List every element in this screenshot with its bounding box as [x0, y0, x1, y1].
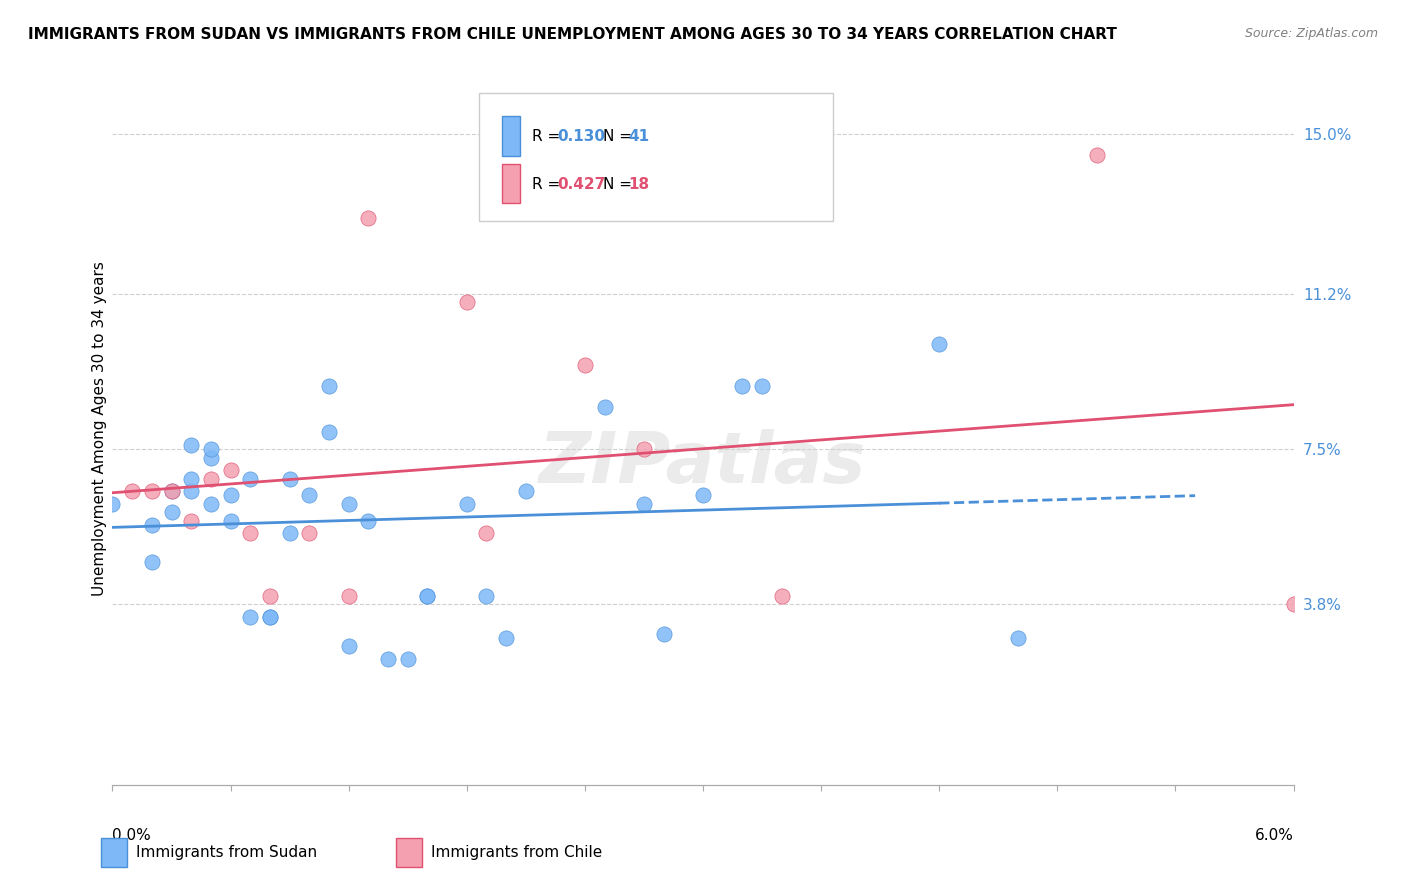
Text: 0.427: 0.427 [558, 177, 606, 192]
Point [515, 484, 537, 499]
Point [141, 556, 163, 570]
Text: Immigrants from Sudan: Immigrants from Sudan [136, 846, 318, 860]
Point [239, 526, 262, 541]
Point [121, 484, 143, 499]
Point [278, 526, 301, 541]
Point [770, 589, 793, 603]
Point [200, 471, 222, 485]
Point [141, 484, 163, 499]
Point [200, 442, 222, 457]
Point [357, 514, 380, 528]
Text: 0.0%: 0.0% [112, 828, 152, 843]
Point [652, 627, 675, 641]
Text: IMMIGRANTS FROM SUDAN VS IMMIGRANTS FROM CHILE UNEMPLOYMENT AMONG AGES 30 TO 34 : IMMIGRANTS FROM SUDAN VS IMMIGRANTS FROM… [28, 27, 1116, 42]
Point [219, 514, 242, 528]
Point [396, 652, 419, 666]
Point [298, 526, 321, 541]
Point [1007, 631, 1029, 645]
Point [574, 358, 596, 372]
Point [1282, 598, 1305, 612]
Point [180, 514, 202, 528]
FancyBboxPatch shape [478, 93, 832, 221]
Point [101, 497, 124, 511]
Point [337, 640, 360, 654]
Point [692, 488, 714, 502]
FancyBboxPatch shape [101, 838, 127, 867]
Text: 0.130: 0.130 [558, 128, 606, 144]
Point [180, 438, 202, 452]
Point [160, 505, 183, 519]
Point [416, 589, 439, 603]
Point [357, 211, 380, 226]
Point [239, 471, 262, 485]
Point [259, 610, 281, 624]
Point [259, 610, 281, 624]
Point [160, 484, 183, 499]
Point [337, 589, 360, 603]
FancyBboxPatch shape [396, 838, 422, 867]
Point [633, 442, 655, 457]
Point [318, 425, 340, 440]
Point [278, 471, 301, 485]
Point [318, 379, 340, 393]
Point [141, 517, 163, 532]
Point [200, 497, 222, 511]
Point [475, 589, 498, 603]
Text: R =: R = [531, 177, 565, 192]
Point [928, 337, 950, 351]
Point [180, 484, 202, 499]
Text: Source: ZipAtlas.com: Source: ZipAtlas.com [1244, 27, 1378, 40]
Point [239, 610, 262, 624]
Point [1085, 148, 1108, 162]
Point [416, 589, 439, 603]
Y-axis label: Unemployment Among Ages 30 to 34 years: Unemployment Among Ages 30 to 34 years [91, 260, 107, 596]
Point [751, 379, 773, 393]
FancyBboxPatch shape [502, 116, 520, 155]
Point [200, 450, 222, 465]
Point [731, 379, 754, 393]
Point [219, 488, 242, 502]
FancyBboxPatch shape [502, 164, 520, 203]
Text: ZIPatlas: ZIPatlas [540, 429, 866, 499]
Point [337, 497, 360, 511]
Point [475, 526, 498, 541]
Text: N =: N = [603, 177, 637, 192]
Point [219, 463, 242, 477]
Text: 6.0%: 6.0% [1254, 828, 1294, 843]
Text: R =: R = [531, 128, 565, 144]
Text: 18: 18 [628, 177, 650, 192]
Point [633, 497, 655, 511]
Point [456, 295, 478, 310]
Point [298, 488, 321, 502]
Point [593, 400, 616, 414]
Point [456, 497, 478, 511]
Text: 41: 41 [628, 128, 650, 144]
Text: N =: N = [603, 128, 637, 144]
Point [495, 631, 517, 645]
Point [259, 589, 281, 603]
Text: Immigrants from Chile: Immigrants from Chile [432, 846, 603, 860]
Point [180, 471, 202, 485]
Point [377, 652, 399, 666]
Point [160, 484, 183, 499]
